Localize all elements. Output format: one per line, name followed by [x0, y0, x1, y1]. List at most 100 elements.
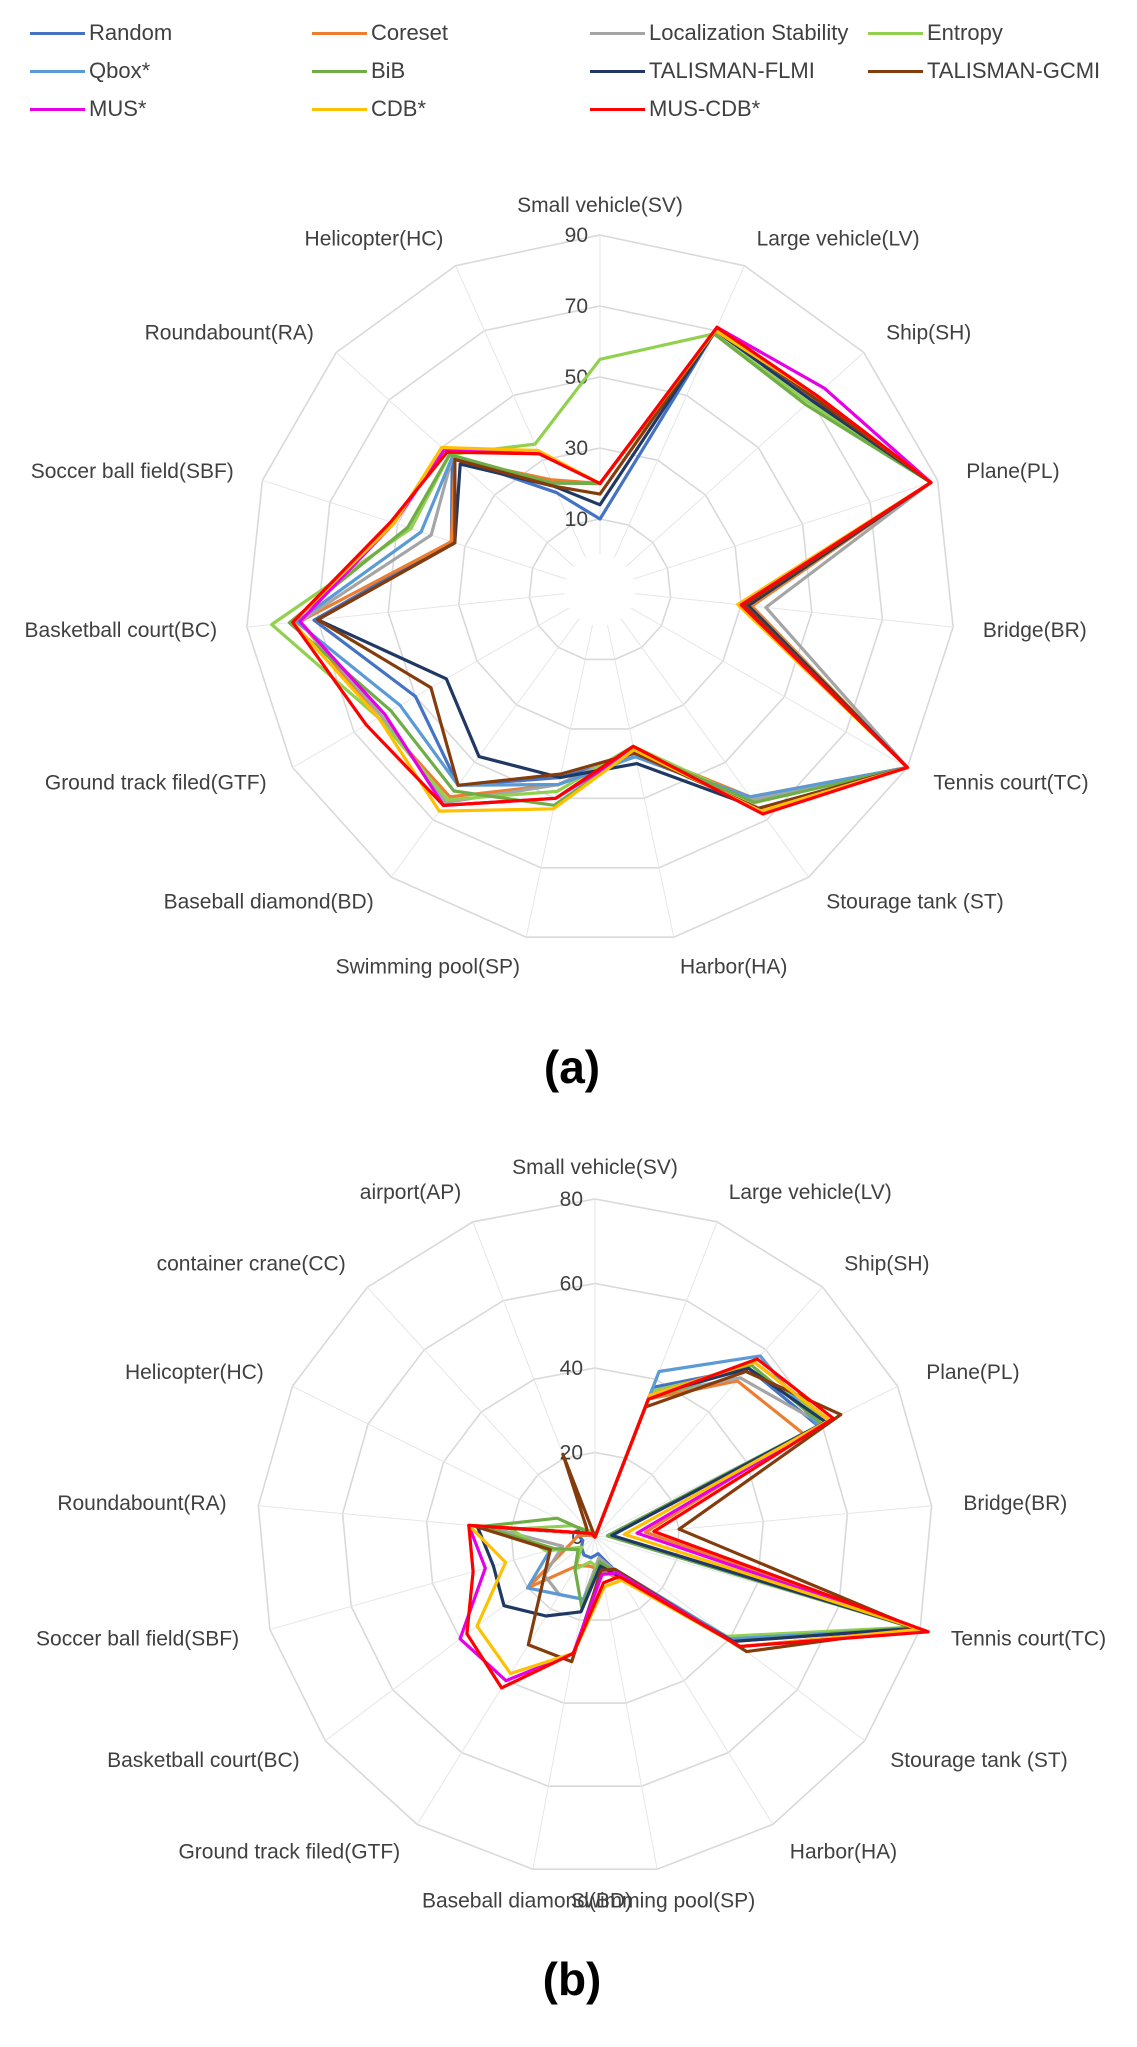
legend-entry-mus-cdb[interactable]: MUS-CDB* [590, 94, 760, 124]
chart-a-category-label-ship-sh: Ship(SH) [886, 321, 971, 344]
chart-a-series-mus-cdb [291, 325, 933, 816]
chart-b-spoke-12 [269, 1536, 596, 1630]
chart-b-category-label-soccer-ball-field-sbf: Soccer ball field(SBF) [36, 1627, 239, 1650]
chart-a-category-label-stourage-tank-st: Stourage tank (ST) [826, 891, 1003, 914]
chart-b-category-label-stourage-tank-st: Stourage tank (ST) [890, 1749, 1067, 1772]
chart-a-category-label-large-vehicle-lv: Large vehicle(LV) [757, 227, 920, 250]
legend-label-qbox: Qbox* [89, 58, 151, 83]
chart-b-spoke-4 [594, 1505, 932, 1538]
chart-b-tick-label-3: 60 [560, 1273, 583, 1296]
chart-b-series-mus-cdb [465, 1357, 930, 1690]
chart-b-category-label-ground-track-filed-gtf: Ground track filed(GTF) [178, 1841, 400, 1864]
chart-b-tick-label-2: 40 [560, 1357, 583, 1380]
chart-b-spoke-14 [292, 1385, 596, 1538]
legend-entry-random[interactable]: Random [30, 18, 172, 48]
chart-b-category-label-small-vehicle-sv: Small vehicle(SV) [512, 1156, 678, 1179]
legend-entry-cdb[interactable]: CDB* [312, 94, 426, 124]
chart-a-tick-label-1: 30 [565, 437, 588, 460]
chart-a-grid-ring-1 [457, 447, 743, 730]
legend-label-mus-cdb: MUS-CDB* [649, 96, 761, 121]
legend-swatch-talisman-gcmi [868, 69, 923, 73]
chart-a-spoke-14 [455, 265, 587, 558]
chart-b-spoke-8 [594, 1536, 658, 1870]
legend-entry-talisman-gcmi[interactable]: TALISMAN-GCMI [868, 56, 1100, 86]
legend-swatch-entropy [868, 31, 923, 35]
chart-a-spoke-2 [626, 352, 865, 567]
legend-entry-mus[interactable]: MUS* [30, 94, 146, 124]
chart-a-spoke-1 [613, 265, 745, 558]
chart-a-spoke-3 [633, 479, 938, 580]
chart-b-category-label-roundabount-ra: Roundabount(RA) [57, 1492, 226, 1515]
chart-a-grid-ring-0 [528, 518, 672, 661]
chart-b-spoke-15 [366, 1286, 596, 1538]
chart-b-spoke-13 [258, 1505, 596, 1538]
chart-b-tick-label-4: 80 [560, 1188, 583, 1211]
legend-entry-bib[interactable]: BiB [312, 56, 405, 86]
legend-label-entropy: Entropy [927, 20, 1003, 45]
legend: Random Coreset Localization Stability En… [30, 8, 1110, 126]
chart-b-category-label-ship-sh: Ship(SH) [844, 1253, 929, 1276]
legend-entry-entropy[interactable]: Entropy [868, 18, 1003, 48]
chart-b-category-label-basketball-court-bc: Basketball court(BC) [107, 1749, 300, 1772]
chart-a-spoke-4 [635, 593, 954, 628]
chart-a-category-label-roundabount-ra: Roundabount(RA) [145, 321, 314, 344]
chart-b-category-label-helicopter-hc: Helicopter(HC) [125, 1361, 264, 1384]
chart-b-grid-ring-4 [257, 1198, 933, 1870]
legend-label-localization-stability: Localization Stability [649, 20, 849, 45]
legend-swatch-cdb [312, 107, 367, 111]
chart-b-spoke-2 [594, 1286, 824, 1538]
chart-a-category-label-soccer-ball-field-sbf: Soccer ball field(SBF) [31, 460, 234, 483]
legend-label-talisman-gcmi: TALISMAN-GCMI [927, 58, 1101, 83]
legend-swatch-mus [30, 107, 85, 111]
chart-a-tick-label-0: 10 [565, 508, 588, 531]
legend-swatch-coreset [312, 31, 367, 35]
legend-entry-localization-stability[interactable]: Localization Stability [590, 18, 848, 48]
legend-label-mus: MUS* [89, 96, 147, 121]
legend-swatch-random [30, 31, 85, 35]
chart-a-category-label-helicopter-hc: Helicopter(HC) [305, 227, 444, 250]
legend-label-bib: BiB [371, 58, 406, 83]
chart-a-spoke-6 [620, 618, 810, 878]
chart-b-spoke-7 [594, 1536, 774, 1825]
chart-a-category-label-ground-track-filed-gtf: Ground track filed(GTF) [45, 772, 267, 795]
legend-entry-qbox[interactable]: Qbox* [30, 56, 150, 86]
chart-b-category-label-baseball-diamond-bd: Baseball diamond(BD) [422, 1890, 632, 1913]
chart-a-spoke-5 [630, 607, 908, 768]
chart-a-category-label-tennis-court-tc: Tennis court(TC) [933, 772, 1088, 795]
legend-entry-coreset[interactable]: Coreset [312, 18, 448, 48]
legend-swatch-mus-cdb [590, 107, 645, 111]
legend-label-talisman-flmi: TALISMAN-FLMI [649, 58, 815, 83]
chart-a-spoke-12 [262, 479, 567, 580]
legend-swatch-bib [312, 69, 367, 73]
chart-a-series-cdb [291, 329, 933, 813]
chart-a-category-label-small-vehicle-sv: Small vehicle(SV) [517, 194, 683, 217]
chart-b-category-label-harbor-ha: Harbor(HA) [790, 1841, 897, 1864]
chart-b-category-label-tennis-court-tc: Tennis court(TC) [951, 1627, 1106, 1650]
chart-a-category-label-harbor-ha: Harbor(HA) [680, 956, 787, 979]
chart-a-spoke-8 [525, 624, 594, 938]
chart-b-category-label-plane-pl: Plane(PL) [926, 1361, 1019, 1384]
chart-a-spoke-9 [390, 618, 580, 878]
chart-b-grid-ring-2 [425, 1367, 765, 1704]
chart-b-category-label-container-crane-cc: container crane(CC) [157, 1253, 346, 1276]
chart-b-category-label-bridge-br: Bridge(BR) [963, 1492, 1067, 1515]
chart-b-category-label-airport-ap: airport(AP) [360, 1181, 462, 1204]
legend-swatch-talisman-flmi [590, 69, 645, 73]
chart-a-grid-ring-3 [316, 305, 884, 869]
legend-entry-talisman-flmi[interactable]: TALISMAN-FLMI [590, 56, 815, 86]
chart-a-grid-ring-4 [246, 234, 954, 939]
legend-swatch-qbox [30, 69, 85, 73]
chart-a-category-label-swimming-pool-sp: Swimming pool(SP) [336, 956, 520, 979]
chart-a-category-label-bridge-br: Bridge(BR) [983, 619, 1087, 642]
chart-b-category-label-swimming-pool-sp: Swimming pool(SP) [571, 1890, 755, 1913]
chart-a-spoke-7 [606, 624, 675, 938]
chart-a-category-label-plane-pl: Plane(PL) [966, 460, 1059, 483]
chart-b-series-coreset [525, 1379, 914, 1641]
chart-a-series-talisman-gcmi [316, 325, 933, 810]
legend-label-cdb: CDB* [371, 96, 427, 121]
legend-label-coreset: Coreset [371, 20, 449, 45]
chart-a-tick-label-4: 90 [565, 224, 588, 247]
legend-swatch-localization-stability [590, 31, 645, 35]
chart-a-series-entropy [270, 332, 933, 805]
